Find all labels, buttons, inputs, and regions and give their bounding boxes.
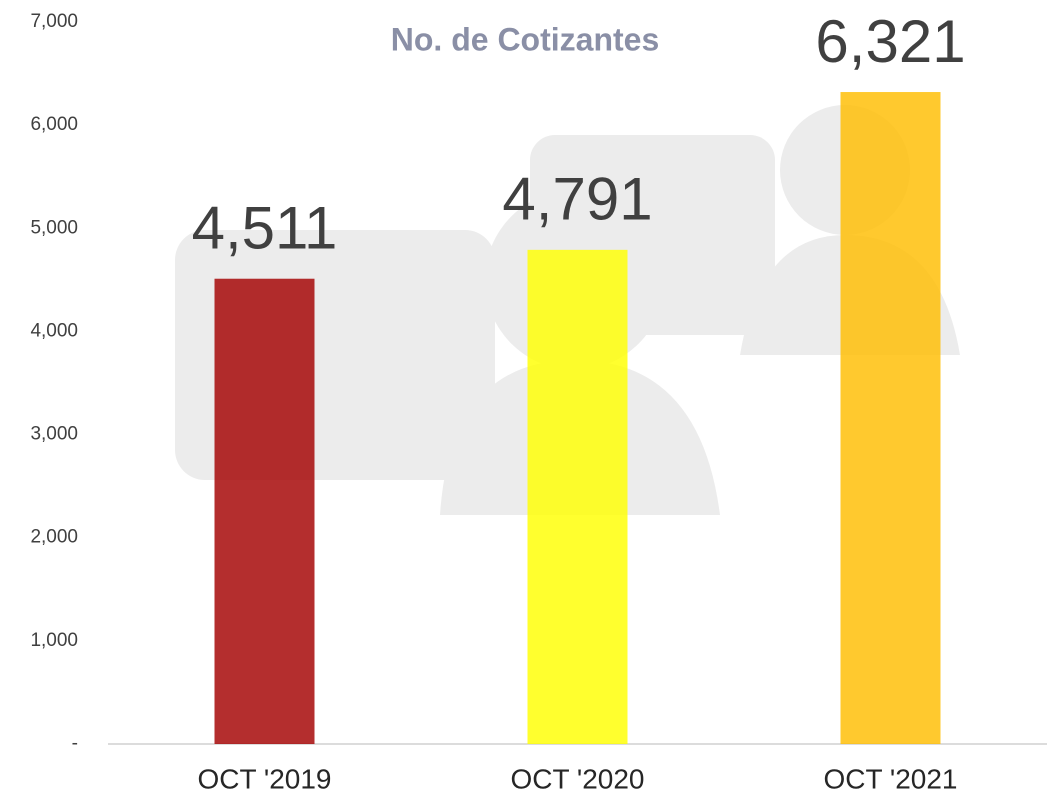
x-tick-label: OCT '2020: [510, 763, 644, 794]
bar: [527, 249, 628, 744]
y-tick-label: 4,000: [30, 320, 78, 341]
y-tick-label: 6,000: [30, 114, 78, 135]
bar: [214, 278, 315, 744]
x-tick-label: OCT '2019: [197, 763, 331, 794]
y-tick-label: -: [72, 733, 78, 754]
bar: [840, 92, 941, 744]
y-tick-label: 3,000: [30, 424, 78, 445]
x-tick-label: OCT '2021: [823, 763, 957, 794]
y-tick-label: 7,000: [30, 11, 78, 32]
y-tick-label: 5,000: [30, 217, 78, 238]
value-label: 4,791: [502, 166, 652, 233]
value-label: 6,321: [815, 8, 965, 75]
value-label: 4,511: [192, 195, 338, 262]
y-tick-label: 2,000: [30, 527, 78, 548]
y-tick-label: 1,000: [30, 630, 78, 651]
chart-title: No. de Cotizantes: [391, 21, 659, 57]
